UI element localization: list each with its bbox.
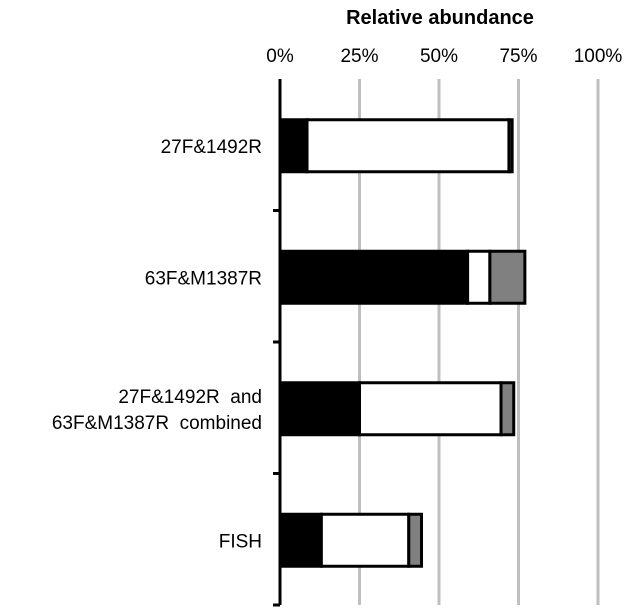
bar-group xyxy=(278,512,424,568)
category-labels: 27F&1492R 63F&M1387R 27F&1492R and 63F&M138… xyxy=(52,137,262,553)
bar-segment xyxy=(305,118,511,174)
bar-segment xyxy=(358,381,503,437)
bar-segment xyxy=(407,512,424,568)
x-tick-label: 0% xyxy=(266,46,294,67)
category-label: 27F&1492R and xyxy=(118,387,262,408)
bar-group xyxy=(278,249,527,305)
x-tick-label: 75% xyxy=(499,46,537,67)
bar-segment xyxy=(278,512,323,568)
bars xyxy=(278,118,527,568)
bar-segment xyxy=(507,118,514,174)
x-tick-label: 50% xyxy=(420,46,458,67)
bar-segment xyxy=(488,249,527,305)
x-tick-label: 100% xyxy=(574,46,623,67)
bar-group xyxy=(278,118,514,174)
category-label: 27F&1492R xyxy=(161,137,262,158)
bar-group xyxy=(278,381,516,437)
bar-segment xyxy=(499,381,516,437)
bar-segment xyxy=(319,512,411,568)
bar-segment xyxy=(278,381,361,437)
category-label: FISH xyxy=(219,531,262,552)
category-label: 63F&M1387R xyxy=(145,268,262,289)
x-axis-title: Relative abundance xyxy=(346,7,534,29)
x-tick-label: 25% xyxy=(340,46,378,67)
bar-segment xyxy=(466,249,492,305)
bar-segment xyxy=(278,118,309,174)
bar-segment xyxy=(278,249,470,305)
y-axis-ticks xyxy=(273,209,280,607)
x-tick-labels: 0% 25% 50% 75% 100% xyxy=(266,46,622,67)
category-label: 63F&M1387R combined xyxy=(52,413,262,434)
